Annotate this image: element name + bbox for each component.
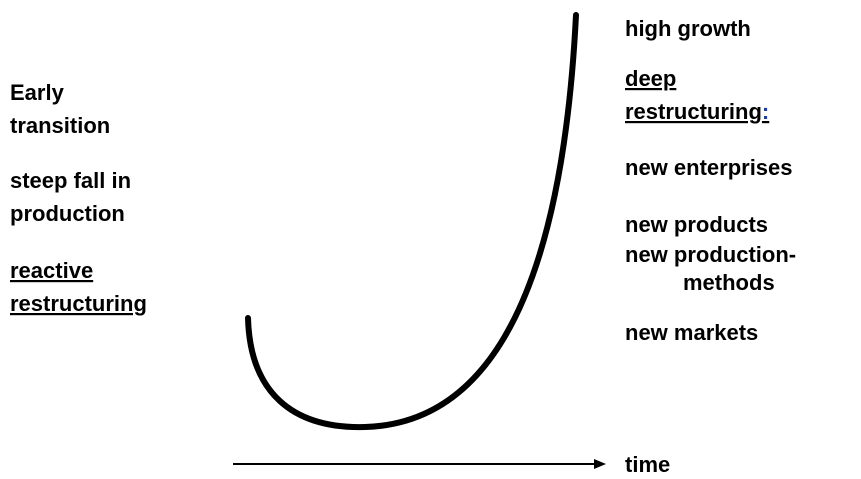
left-text: Early — [10, 80, 65, 105]
right-text: new production- — [625, 242, 796, 267]
right-text: new markets — [625, 320, 758, 345]
right-text: new enterprises — [625, 155, 793, 180]
right-heading: restructuring: — [625, 99, 769, 124]
left-text: production — [10, 201, 125, 226]
right-text: high growth — [625, 16, 751, 41]
right-heading: deep — [625, 66, 676, 91]
right-text: methods — [683, 270, 775, 295]
growth-curve — [245, 12, 579, 431]
left-heading: restructuring — [10, 291, 147, 316]
arrow-head — [594, 459, 606, 469]
right-text: new products — [625, 212, 768, 237]
left-text: steep fall in — [10, 168, 131, 193]
left-text: transition — [10, 113, 110, 138]
heading-colon: : — [762, 99, 769, 124]
axis-label: time — [625, 452, 670, 477]
heading-word: restructuring — [625, 99, 762, 124]
left-heading: reactive — [10, 258, 93, 283]
